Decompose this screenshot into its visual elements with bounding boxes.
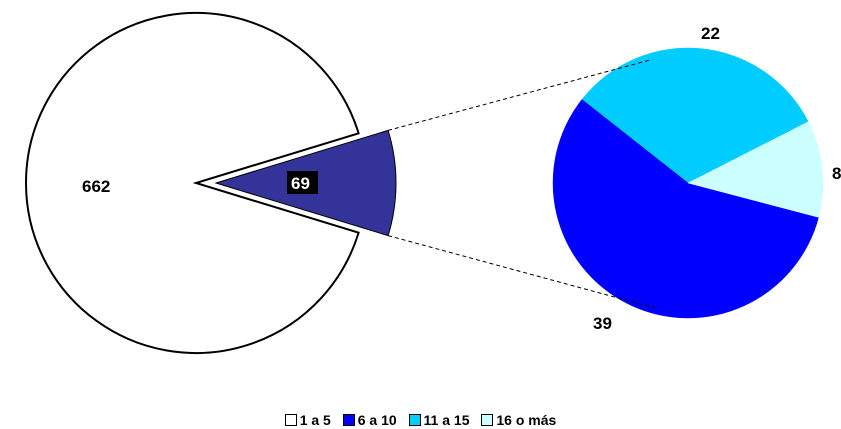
- legend-label: 16 o más: [496, 412, 557, 429]
- slice-11-a-15: [581, 47, 809, 184]
- legend-label: 6 a 10: [357, 412, 397, 429]
- legend-swatch: [284, 414, 297, 427]
- legend-swatch: [342, 414, 355, 427]
- slice-6-a-10: [552, 99, 819, 319]
- secondary-pie: [552, 47, 824, 319]
- legend-item-1a5: 1 a 5: [284, 412, 331, 429]
- legend-item-11a15: 11 a 15: [408, 412, 470, 429]
- legend-label: 11 a 15: [423, 412, 470, 429]
- data-label-39: 39: [593, 314, 612, 333]
- connector-lines: [387, 59, 656, 309]
- legend: 1 a 5 6 a 10 11 a 15 16 o más: [0, 411, 841, 428]
- data-label-662: 662: [82, 177, 110, 196]
- legend-swatch: [481, 414, 494, 427]
- data-label-22: 22: [701, 24, 720, 43]
- slice-1-a-5: [25, 12, 360, 354]
- data-label-8: 8: [832, 164, 841, 183]
- connector-top: [387, 59, 651, 131]
- legend-label: 1 a 5: [299, 412, 331, 429]
- slice-16-o-mas: [687, 121, 824, 218]
- small-slice-label-bg: [287, 171, 318, 194]
- legend-swatch: [408, 414, 421, 427]
- legend-item-16omas: 16 o más: [481, 412, 556, 428]
- data-label-69: 69: [291, 174, 310, 193]
- legend-item-6a10: 6 a 10: [342, 412, 397, 429]
